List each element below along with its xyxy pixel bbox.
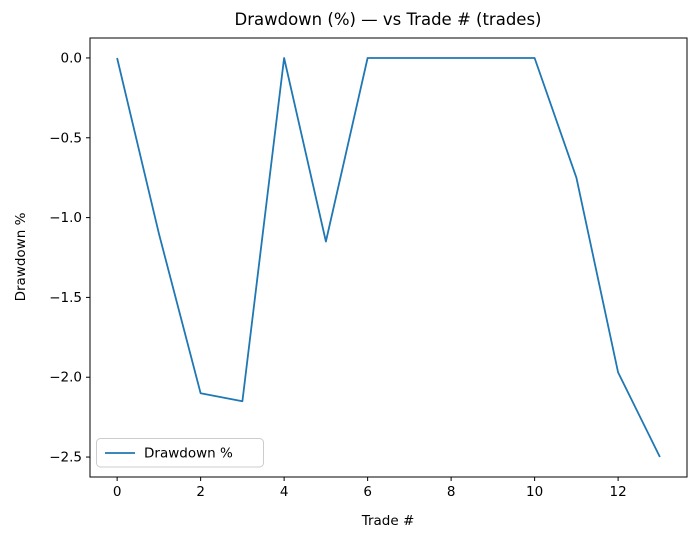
legend: Drawdown %: [96, 438, 264, 468]
plot-area-border: [89, 37, 688, 478]
legend-box: [96, 438, 264, 468]
y-tick-label: −2.5: [49, 450, 82, 466]
x-tick-label: 12: [610, 484, 627, 500]
x-tick-label: 0: [113, 484, 122, 500]
x-tick-label: 8: [447, 484, 456, 500]
x-tick-label: 6: [363, 484, 372, 500]
chart-title: Drawdown (%) — vs Trade # (trades): [235, 10, 542, 29]
x-axis-label: Trade #: [361, 513, 415, 529]
y-tick-label: −1.0: [49, 210, 82, 226]
drawdown-series-line: [116, 57, 661, 458]
x-tick-label: 10: [526, 484, 543, 500]
x-tick-label: 2: [196, 484, 205, 500]
y-axis-ticks: 0.0 −0.5 −1.0 −1.5 −2.0 −2.5: [49, 50, 90, 466]
y-tick-label: −2.0: [49, 370, 82, 386]
y-tick-label: 0.0: [61, 50, 82, 66]
x-axis-ticks: 0 2 4 6 8 10 12: [113, 477, 627, 500]
y-axis-label: Drawdown %: [13, 212, 29, 301]
legend-entry-label: Drawdown %: [144, 446, 233, 462]
x-tick-label: 4: [280, 484, 289, 500]
y-tick-label: −0.5: [49, 130, 82, 146]
y-tick-label: −1.5: [49, 290, 82, 306]
